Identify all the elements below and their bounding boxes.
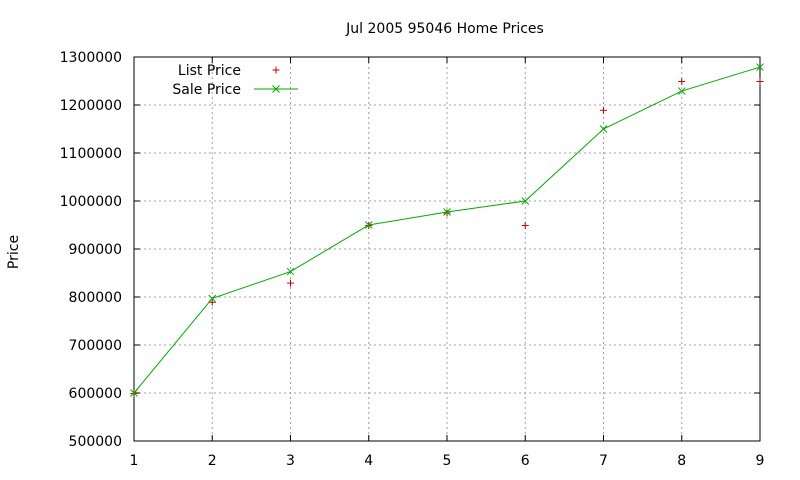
marker-stroke xyxy=(677,87,686,95)
axis-ticks: 1 2 3 4 5 6 7 8 9 500000 600000 700000 800000 900000 1… xyxy=(60,50,765,469)
y-tick-label: 1100000 xyxy=(60,146,122,162)
marker-stroke xyxy=(286,267,295,276)
legend-label-sale-price: Sale Price xyxy=(172,82,241,98)
y-tick-label: 600000 xyxy=(69,386,122,402)
x-tick-label: 9 xyxy=(756,453,765,469)
y-tick-label: 500000 xyxy=(69,434,122,450)
data-point-list-price xyxy=(600,106,607,114)
data-point-list-price xyxy=(521,221,529,229)
data-point-sale-price xyxy=(130,389,138,397)
data-point-sale-price xyxy=(208,294,217,303)
data-point-sale-price xyxy=(756,63,764,71)
legend-marker-list-price xyxy=(272,66,280,74)
y-tick-label: 800000 xyxy=(69,290,122,306)
series-line-sale-price xyxy=(133,66,761,394)
data-point-sale-price xyxy=(364,221,373,229)
marker-stroke xyxy=(130,389,138,397)
legend-marker-sale-price xyxy=(272,85,280,93)
data-point-sale-price xyxy=(521,197,530,205)
marker-stroke xyxy=(756,63,764,71)
marker-stroke xyxy=(208,294,217,303)
x-tick-label: 6 xyxy=(521,453,530,469)
marker-stroke xyxy=(272,85,280,93)
y-tick-label: 1000000 xyxy=(60,194,122,210)
data-point-list-price xyxy=(756,77,764,85)
legend-entry-list-price: List Price xyxy=(178,63,280,79)
x-tick-label: 2 xyxy=(208,453,217,469)
chart-title: Jul 2005 95046 Home Prices xyxy=(345,21,544,37)
marker-stroke xyxy=(443,208,451,216)
marker-stroke xyxy=(364,221,373,229)
x-tick-label: 4 xyxy=(364,453,373,469)
data-point-sale-price xyxy=(599,125,608,133)
x-tick-label: 3 xyxy=(286,453,295,469)
data-point-list-price xyxy=(443,209,451,217)
y-axis-label: Price xyxy=(6,235,22,269)
data-point-list-price xyxy=(678,77,686,85)
y-tick-label: 1300000 xyxy=(60,50,122,66)
legend-entry-sale-price: Sale Price xyxy=(172,82,298,98)
x-tick-label: 8 xyxy=(677,453,686,469)
y-tick-label: 1200000 xyxy=(60,98,122,114)
marker-stroke xyxy=(521,197,530,205)
legend: List Price Sale Price xyxy=(172,63,298,98)
data-point-list-price xyxy=(287,279,294,287)
y-tick-label: 900000 xyxy=(69,242,122,258)
series-layer xyxy=(130,63,764,397)
x-tick-label: 5 xyxy=(443,453,452,469)
data-point-sale-price xyxy=(677,87,686,95)
grid xyxy=(134,57,760,441)
legend-label-list-price: List Price xyxy=(178,63,241,79)
y-tick-label: 700000 xyxy=(69,338,122,354)
data-point-list-price xyxy=(208,298,216,306)
x-tick-label: 1 xyxy=(130,453,139,469)
marker-stroke xyxy=(599,125,608,133)
data-point-sale-price xyxy=(286,267,295,276)
x-tick-label: 7 xyxy=(599,453,608,469)
data-point-sale-price xyxy=(443,208,451,216)
series-sale-price xyxy=(130,63,764,397)
